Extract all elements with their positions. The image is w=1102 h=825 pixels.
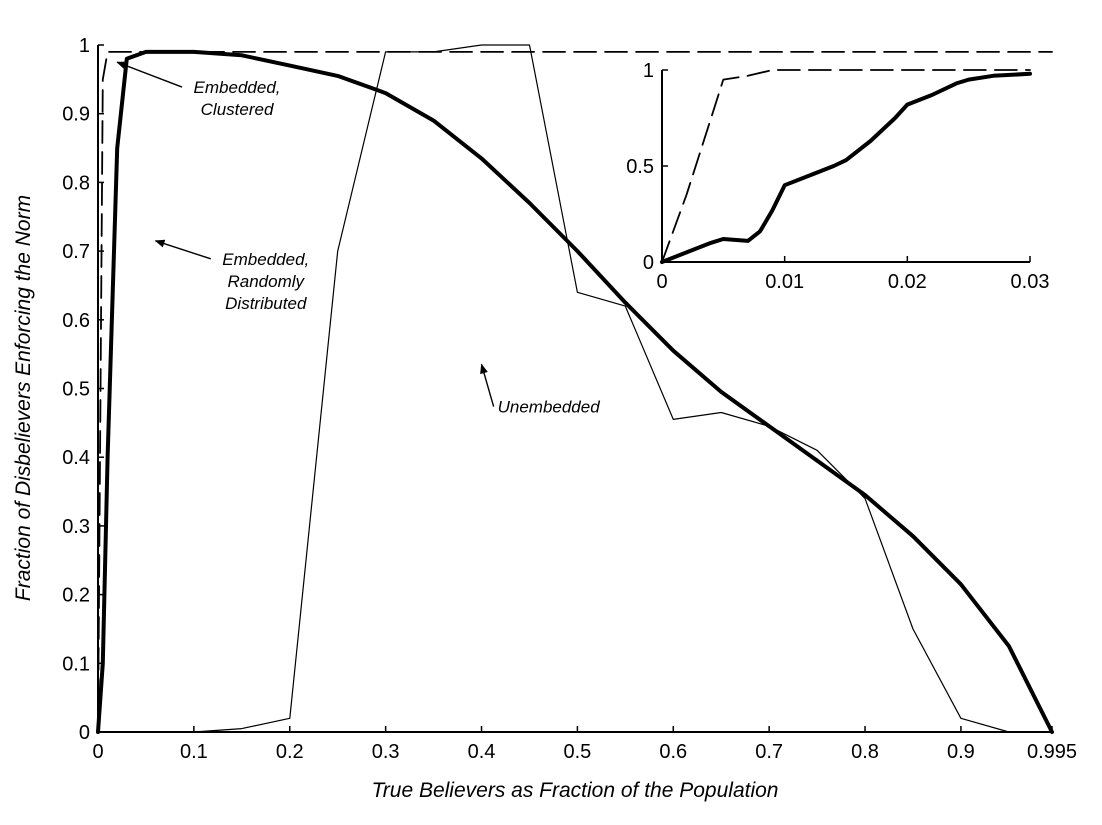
- inset-x-tick-label: 0.02: [888, 271, 927, 293]
- inset-series-line-dashed: [661, 69, 1031, 263]
- inset-plot: 0 0.01 0.02 0.03 0 0.5 1: [626, 60, 1049, 293]
- inset-ticks: 0 0.01 0.02 0.03 0 0.5 1: [626, 60, 1049, 293]
- annotation-label: Clustered: [201, 100, 274, 119]
- main-y-tick-label: 0.8: [62, 172, 90, 194]
- main-y-tick-label: 0.9: [62, 104, 90, 126]
- x-axis-title: True Believers as Fraction of the Popula…: [372, 779, 779, 802]
- annotation-label: Randomly: [228, 272, 306, 291]
- inset-y-tick-label: 1: [643, 60, 654, 82]
- main-series: [96, 44, 1054, 734]
- main-series-line-thin: [97, 44, 1053, 733]
- main-series-line-dashed: [97, 51, 1053, 733]
- main-y-tick-label: 0.5: [62, 379, 90, 401]
- inset-series: [660, 69, 1032, 264]
- annotation-label: Embedded,: [194, 78, 281, 97]
- main-x-tick-label: 0.5: [563, 741, 591, 763]
- annotation-arrow: [116, 61, 183, 88]
- annotation-arrow: [480, 363, 495, 407]
- main-x-tick-label: 0.6: [659, 741, 687, 763]
- main-y-tick-label: 0.2: [62, 585, 90, 607]
- main-ticks: 0 0.1 0.2 0.3 0.4 0.5 0.6 0.7 0.8 0.9 0.995 0 0.1 0.2…: [62, 35, 1077, 763]
- main-y-tick-label: 0.7: [62, 241, 90, 263]
- main-y-tick-label: 0.6: [62, 310, 90, 332]
- main-x-tick-label: 0.3: [372, 741, 400, 763]
- main-y-tick-label: 0.3: [62, 516, 90, 538]
- inset-series-line-thick: [660, 71, 1032, 264]
- main-x-tick-label: 0.1: [180, 741, 208, 763]
- main-plot: 0 0.1 0.2 0.3 0.4 0.5 0.6 0.7 0.8 0.9 0.995 0 0.1 0.2…: [12, 35, 1077, 802]
- y-axis-title: Fraction of Disbelievers Enforcing the N…: [12, 195, 35, 601]
- inset-x-tick-label: 0.03: [1011, 271, 1050, 293]
- main-y-tick-label: 0: [79, 722, 90, 744]
- annotation-label: Distributed: [225, 294, 307, 313]
- main-x-tick-label: 0: [92, 741, 103, 763]
- main-x-tick-label: 0.7: [755, 741, 783, 763]
- inset-y-tick-label: 0: [643, 252, 654, 274]
- main-y-tick-label: 1: [79, 35, 90, 57]
- annotation-arrow: [154, 239, 212, 260]
- main-x-tick-label: 0.9: [947, 741, 975, 763]
- main-series-line-thick: [96, 49, 1054, 734]
- main-x-tick-label: 0.4: [468, 741, 496, 763]
- main-x-tick-label: 0.8: [851, 741, 879, 763]
- main-annotations: Embedded, Clustered Embedded, Randomly Distr…: [116, 61, 601, 417]
- main-x-tick-label: 0.2: [276, 741, 304, 763]
- main-y-tick-label: 0.1: [62, 653, 90, 675]
- main-y-tick-label: 0.4: [62, 447, 90, 469]
- inset-x-tick-label: 0.01: [765, 271, 804, 293]
- annotation-label: Unembedded: [498, 398, 601, 417]
- main-x-tick-label: 0.995: [1027, 741, 1077, 763]
- annotation-label: Embedded,: [222, 250, 309, 269]
- inset-y-tick-label: 0.5: [626, 156, 654, 178]
- inset-x-tick-label: 0: [656, 271, 667, 293]
